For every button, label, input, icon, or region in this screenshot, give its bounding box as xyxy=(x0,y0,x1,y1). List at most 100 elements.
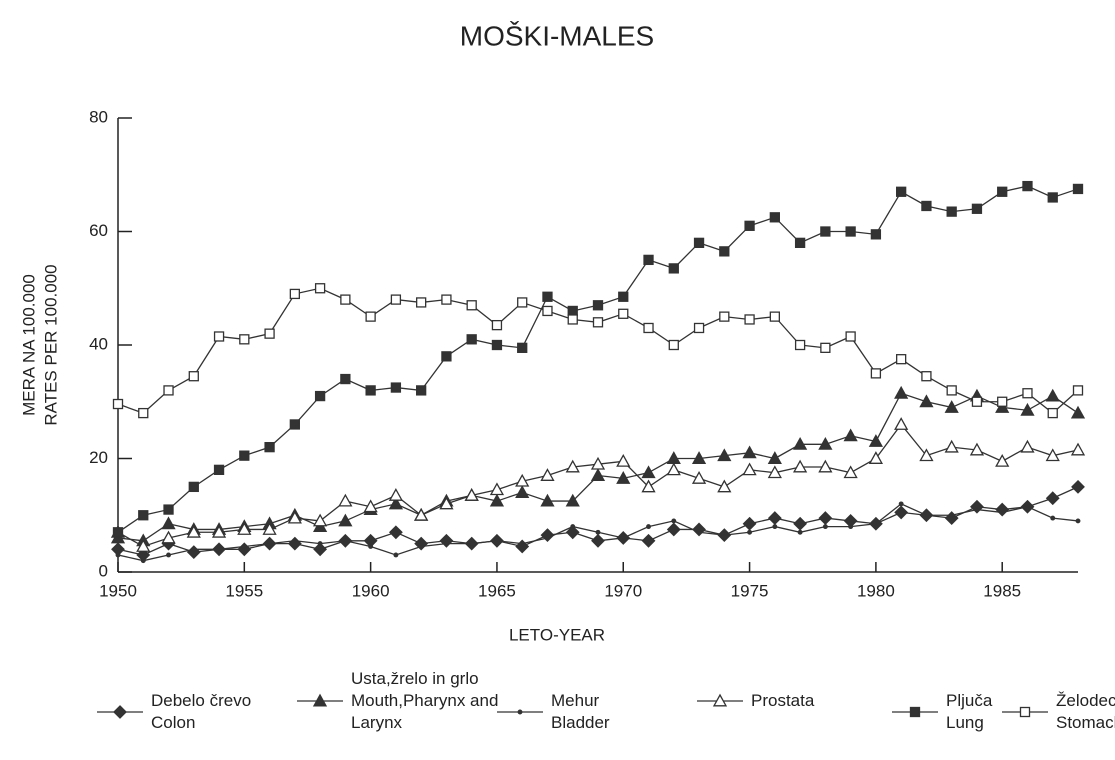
legend-marker xyxy=(517,709,523,715)
marker xyxy=(289,288,300,300)
marker xyxy=(668,339,679,351)
marker xyxy=(542,305,553,317)
marker xyxy=(793,459,808,473)
marker xyxy=(591,533,605,548)
marker xyxy=(691,451,707,464)
marker xyxy=(616,471,631,484)
marker xyxy=(112,527,124,538)
marker xyxy=(666,522,681,537)
x-tick-label: 1955 xyxy=(225,581,263,600)
marker xyxy=(1045,388,1060,402)
marker xyxy=(213,331,225,342)
marker xyxy=(1022,388,1033,399)
marker xyxy=(997,396,1008,407)
legend-marker xyxy=(909,706,921,718)
marker xyxy=(717,448,732,462)
marker xyxy=(188,481,199,493)
x-tick-label: 1980 xyxy=(857,581,895,600)
marker xyxy=(542,291,553,302)
marker xyxy=(136,539,151,552)
marker xyxy=(264,328,275,339)
marker xyxy=(742,462,757,476)
marker xyxy=(896,354,907,365)
marker xyxy=(540,468,555,481)
marker xyxy=(388,488,403,501)
marker xyxy=(767,465,782,479)
marker xyxy=(923,512,929,518)
marker xyxy=(721,532,727,538)
marker xyxy=(565,459,580,473)
marker xyxy=(641,465,656,479)
marker xyxy=(1070,405,1086,419)
marker xyxy=(646,524,651,530)
marker xyxy=(567,305,578,317)
marker xyxy=(641,479,656,493)
marker xyxy=(166,552,171,558)
marker xyxy=(163,504,174,515)
marker xyxy=(946,385,957,396)
marker xyxy=(517,342,528,353)
marker xyxy=(239,450,250,461)
marker xyxy=(1020,439,1035,453)
marker xyxy=(489,482,505,496)
marker xyxy=(919,394,934,408)
marker xyxy=(997,186,1008,197)
marker xyxy=(216,546,222,552)
marker xyxy=(416,385,427,396)
marker xyxy=(818,511,833,526)
marker xyxy=(820,342,831,353)
marker xyxy=(469,541,475,547)
legend-icon xyxy=(892,706,938,718)
marker xyxy=(845,331,856,342)
x-tick-label: 1985 xyxy=(983,581,1021,600)
marker xyxy=(618,291,629,302)
x-tick-label: 1975 xyxy=(731,581,769,600)
marker xyxy=(239,334,250,345)
marker xyxy=(515,473,530,487)
marker xyxy=(491,339,503,351)
marker xyxy=(1047,192,1058,203)
marker xyxy=(1047,407,1058,419)
marker xyxy=(540,493,555,507)
marker xyxy=(314,390,326,402)
legend-label: Pljuča Lung xyxy=(946,691,993,732)
marker xyxy=(464,488,479,501)
legend-icon xyxy=(697,693,743,707)
marker xyxy=(267,541,273,547)
marker xyxy=(418,544,424,549)
marker xyxy=(1075,518,1081,524)
marker xyxy=(161,516,176,530)
marker xyxy=(742,516,757,531)
marker xyxy=(595,529,601,535)
marker xyxy=(747,529,753,535)
legend-marker xyxy=(312,693,328,707)
chart: MOŠKI-MALES LETO-YEAR MERA NA 100.000 RA… xyxy=(19,20,1086,644)
marker xyxy=(491,319,503,331)
y-tick-label: 40 xyxy=(89,334,108,353)
marker xyxy=(696,529,702,535)
marker xyxy=(668,263,679,274)
marker xyxy=(466,300,477,311)
marker xyxy=(894,505,909,520)
marker xyxy=(414,507,429,521)
legend-label: Debelo črevo Colon xyxy=(151,691,252,732)
marker xyxy=(211,524,227,538)
marker xyxy=(995,453,1010,467)
marker xyxy=(818,459,833,473)
marker xyxy=(592,317,604,328)
marker xyxy=(671,518,677,524)
legend-entry: Prostata xyxy=(695,690,814,712)
marker xyxy=(138,407,149,419)
marker xyxy=(138,510,149,521)
marker xyxy=(971,396,983,407)
marker xyxy=(894,385,909,399)
chart-title: MOŠKI-MALES xyxy=(460,20,654,51)
legend-entry: Debelo črevo Colon xyxy=(95,690,251,734)
y-tick-label: 60 xyxy=(89,221,108,240)
marker xyxy=(1072,183,1084,195)
marker xyxy=(567,314,578,325)
legend-icon xyxy=(97,705,143,719)
marker xyxy=(213,464,225,476)
marker xyxy=(441,351,452,362)
y-tick-label: 20 xyxy=(89,448,108,467)
